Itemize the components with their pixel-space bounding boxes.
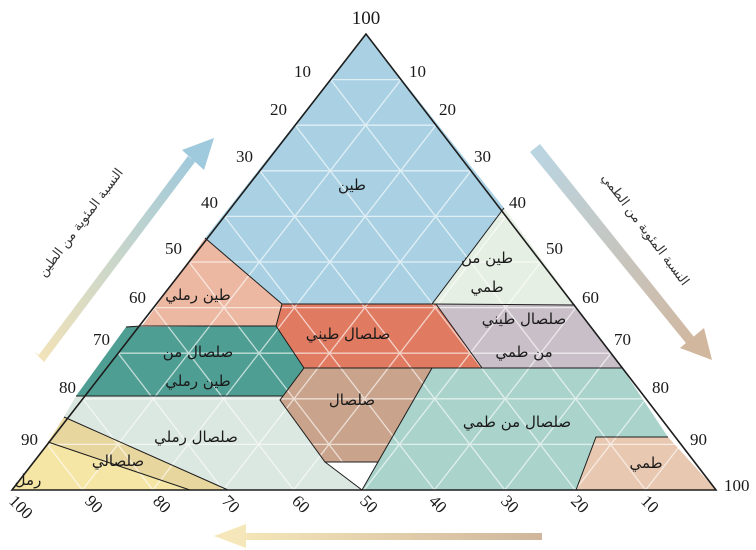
label-sandy-clay-loam-line1: صلصال من <box>163 343 233 361</box>
bottom-tick-80: 80 <box>149 491 174 516</box>
label-clay: طين <box>338 176 366 194</box>
region-labels: طين طين من طمي طين رملي صلصال طيني صلصال… <box>15 176 663 489</box>
left-tick-60: 60 <box>129 288 146 307</box>
grid-line <box>363 261 542 491</box>
region-silty-clay <box>432 208 575 305</box>
label-loamy-sand: صلصالي <box>92 452 144 471</box>
bottom-tick-10: 10 <box>637 491 662 516</box>
region-sandy-clay <box>142 238 282 326</box>
right-tick-40: 40 <box>509 193 526 212</box>
label-silty-clay-line1: طين من <box>461 249 513 267</box>
bottom-tick-40: 40 <box>425 491 450 516</box>
left-tick-50: 50 <box>165 239 182 258</box>
right-tick-20: 20 <box>439 100 456 119</box>
label-sandy-clay-loam-line2: طين رملي <box>165 372 230 391</box>
region-loamy-sand <box>48 417 228 490</box>
right-axis-ticks: 10 20 30 40 50 60 70 80 90 100 <box>409 62 750 495</box>
left-tick-90: 90 <box>21 430 38 449</box>
label-silt-loam: صلصال من طمي <box>463 413 571 432</box>
label-silty-clay-line2: طمي <box>470 278 503 297</box>
left-axis-ticks: 10 20 30 40 50 60 70 80 90 <box>21 62 311 449</box>
label-loam: صلصال <box>329 391 375 409</box>
grid-line <box>152 124 437 491</box>
bottom-tick-30: 30 <box>497 491 522 516</box>
grid-line <box>504 352 612 491</box>
left-tick-10: 10 <box>294 62 311 81</box>
grid-line <box>330 79 647 491</box>
bottom-tick-50: 50 <box>356 491 381 516</box>
grid-line <box>81 79 402 491</box>
label-silt: طمي <box>629 454 662 473</box>
left-axis-arrow <box>34 138 214 362</box>
grid-line <box>294 124 576 491</box>
bottom-tick-90: 90 <box>81 491 106 516</box>
region-loam <box>280 368 432 462</box>
label-silty-clay-loam-line1: صلصال طيني <box>482 310 566 329</box>
label-sandy-clay: طين رملي <box>165 286 230 305</box>
apex-label: 100 <box>352 8 381 29</box>
triangle-outline <box>10 32 718 491</box>
region-silty-clay-loam <box>436 304 622 368</box>
label-silty-clay-loam-line2: من طمي <box>495 343 552 362</box>
region-clay <box>205 34 504 304</box>
bottom-tick-20: 20 <box>567 491 592 516</box>
right-axis-arrow <box>530 144 712 360</box>
grid-lines <box>46 78 682 491</box>
grid-line <box>46 444 83 491</box>
region-clay-loam <box>276 304 482 368</box>
right-tick-80: 80 <box>652 378 669 397</box>
bottom-tick-60: 60 <box>288 491 313 516</box>
grid-line <box>188 261 365 491</box>
bottom-axis-arrow <box>214 524 542 548</box>
region-borders <box>47 207 668 491</box>
right-tick-60: 60 <box>582 288 599 307</box>
bottom-tick-70: 70 <box>218 491 243 516</box>
right-tick-100: 100 <box>724 476 750 495</box>
region-silt <box>576 437 716 490</box>
left-tick-30: 30 <box>236 147 253 166</box>
right-tick-50: 50 <box>546 239 563 258</box>
region-sandy-clay-loam <box>76 326 304 396</box>
label-sand: رمل <box>15 471 42 489</box>
right-tick-10: 10 <box>409 62 426 81</box>
grid-line <box>645 444 682 491</box>
left-tick-70: 70 <box>93 330 110 349</box>
bottom-tick-100: 100 <box>5 491 36 522</box>
right-axis-title: النسبة المئوية من الطمي <box>598 171 692 289</box>
bottom-axis-ticks: 100 90 80 70 60 50 40 30 20 10 <box>5 491 662 522</box>
label-sandy-loam: صلصال رملي <box>154 428 238 447</box>
grid-line <box>117 352 224 491</box>
left-tick-40: 40 <box>201 193 218 212</box>
region-sandy-loam <box>64 396 362 490</box>
grid-line <box>222 170 472 491</box>
label-clay-loam: صلصال طيني <box>306 325 390 344</box>
right-tick-70: 70 <box>614 330 631 349</box>
left-tick-20: 20 <box>270 100 287 119</box>
right-tick-30: 30 <box>474 147 491 166</box>
grid-line <box>259 170 506 491</box>
right-tick-90: 90 <box>690 430 707 449</box>
left-tick-80: 80 <box>59 378 76 397</box>
